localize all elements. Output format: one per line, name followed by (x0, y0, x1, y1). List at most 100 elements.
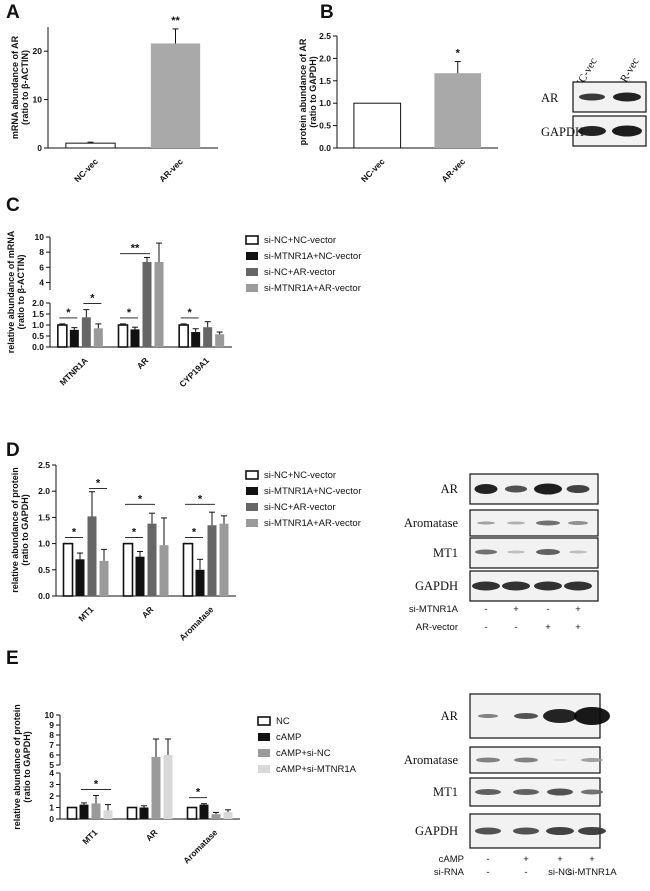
chart-e-bar-AR-1 (139, 807, 149, 819)
chart-d-bar-AR-0 (122, 542, 134, 597)
chart-c-legend-swatch-3 (246, 284, 258, 292)
chart-e-bar-AR-3 (163, 755, 173, 819)
chart-d-legend-label-1: si-MTNR1A+NC-vector (264, 486, 361, 497)
chart-d-cat-AR: AR (140, 604, 156, 620)
chart-c-bar-MTNR1A-2 (81, 317, 91, 347)
blot-d-row-label-1: Aromatase (404, 516, 459, 530)
chart-e-bar-MT1-3 (103, 810, 113, 819)
chart-d-ytick-label: 1.5 (38, 512, 50, 522)
chart-c-cat-CYP19A1: CYP19A1 (177, 355, 211, 389)
blot-b-row-label-0: AR (541, 91, 559, 105)
chart-c-legend-swatch-0 (245, 235, 259, 245)
chart-d-ytick-label: 2.5 (38, 460, 50, 470)
chart-d-ylabel: relative abundance of protein(ratio to G… (10, 467, 30, 593)
chart-e-legend-label-0: NC (276, 716, 290, 727)
blot-e-band (513, 827, 539, 835)
chart-e-ytick-label: 0 (49, 814, 54, 824)
chart-a-bar-NC-vec (65, 142, 116, 149)
chart-e-ytick-label: 3 (49, 780, 54, 790)
chart-d-bar-AR-1 (135, 556, 145, 596)
blot-e-cond-value: + (589, 854, 595, 865)
chart-c-legend-label-0: si-NC+NC-vector (264, 235, 336, 246)
chart-a-cat-NC-vec: NC-vec (72, 156, 100, 184)
chart-d-ylabel-line: relative abundance of protein (10, 467, 20, 593)
blot-d-band (534, 483, 562, 495)
chart-b-ylabel-line: (ratio to GAPDH) (308, 56, 318, 128)
chart-c-legend-label-3: si-MTNR1A+AR-vector (264, 283, 361, 294)
chart-b-bar-NC-vec (353, 102, 402, 149)
blot-e-row-label-3: GAPDH (415, 824, 458, 838)
blot-d-band (475, 549, 497, 555)
blot-e-band (475, 827, 501, 835)
blot-d-band (505, 485, 527, 493)
blot-e-cond-value: - (486, 854, 489, 865)
blot-d-cond-value: - (514, 622, 517, 633)
blot-e-band (513, 789, 539, 795)
chart-b-cat-AR-vec: AR-vec (439, 156, 467, 184)
blot-b-band (612, 125, 642, 137)
chart-a-ytick-label: 10 (33, 95, 43, 105)
blot-d-cond-value: - (484, 622, 487, 633)
panel-label-A: A (6, 2, 20, 23)
chart-c-bar-MTNR1A-1 (69, 329, 79, 347)
chart-d-bar-Aromatase-1 (195, 569, 205, 596)
chart-d-legend-label-2: si-NC+AR-vector (264, 502, 336, 513)
blot-e-row-label-0: AR (441, 709, 459, 723)
chart-c-ytick-label: 0.0 (32, 342, 44, 352)
blot-d-row-label-3: GAPDH (415, 579, 458, 593)
chart-a-bar-AR-vec (150, 43, 201, 148)
panel-label-B: B (320, 2, 334, 23)
chart-e-bar-AR-0 (126, 806, 138, 820)
chart-a-ytick-label: 0 (37, 143, 42, 153)
chart-d-legend-swatch-3 (246, 519, 258, 527)
chart-e-sig-MT1-0-text: * (94, 778, 99, 790)
chart-c-bar-AR-2 (142, 261, 152, 347)
chart-c-bar-AR-0 (117, 324, 129, 348)
chart-e-bar-MT1-2 (91, 803, 101, 819)
blot-d-cond-value: - (484, 604, 487, 615)
chart-e-bar-Aromatase-1 (199, 804, 209, 819)
chart-e-sig-Aromatase-0-text: * (196, 787, 201, 799)
chart-c-bar-AR-3 (154, 261, 164, 347)
chart-e-legend-label-1: cAMP (276, 732, 301, 743)
blot-e-band (475, 789, 501, 795)
blot-e-row-label-2: MT1 (433, 785, 458, 799)
chart-e-ytick-label: 2 (49, 791, 54, 801)
blot-e-band (574, 707, 610, 725)
chart-c-legend-label-2: si-NC+AR-vector (264, 267, 336, 278)
blot-d-cond-value: + (575, 622, 581, 633)
chart-e-bar-MT1-0 (66, 806, 78, 820)
chart-d-bar-Aromatase-3 (219, 523, 229, 596)
chart-d-bar-MT1-0 (62, 542, 74, 597)
chart-d-cat-Aromatase: Aromatase (177, 604, 215, 642)
chart-c-legend-swatch-2 (246, 268, 258, 276)
blot-b-band (579, 93, 605, 101)
chart-b-bar-AR-vec (434, 73, 482, 148)
chart-e-cat-MT1: MT1 (80, 827, 99, 846)
blot-e-cond-value: si-MTNR1A (567, 867, 617, 878)
blot-d-band (536, 549, 560, 555)
chart-e-ylabel: relative abundance of protein(ratio to G… (12, 704, 32, 830)
chart-e-bar-Aromatase-3 (223, 812, 233, 819)
chart-c-sig-AR-0-text: * (127, 307, 132, 319)
chart-d-bar-Aromatase-2 (207, 525, 217, 596)
blot-d-row-label-0: AR (441, 482, 459, 496)
chart-d-ylabel-line: (ratio to GAPDH) (20, 494, 30, 566)
chart-c-ylabel-line: (ratio to β-ACTIN) (16, 255, 26, 330)
chart-c-ylabel: relative abundance of mRNA(ratio to β-AC… (6, 230, 26, 353)
chart-d-bar-MT1-3 (99, 560, 109, 596)
chart-c-sig-MTNR1A-1-text: * (90, 293, 95, 305)
chart-c-cat-MTNR1A: MTNR1A (58, 355, 90, 387)
panel-label-E: E (6, 648, 19, 669)
blot-b-band (613, 92, 641, 102)
chart-d-legend-label-0: si-NC+NC-vector (264, 470, 336, 481)
chart-d-sig-Aromatase-0-text: * (192, 527, 197, 539)
blot-e-cond-value: si-NC (548, 867, 572, 878)
blot-d-band (534, 581, 562, 591)
chart-e-legend-swatch-2 (258, 749, 270, 757)
chart-b-cat-NC-vec: NC-vec (359, 156, 387, 184)
chart-c-bar-CYP19A1-1 (191, 332, 201, 347)
chart-d-legend-swatch-0 (245, 470, 259, 480)
chart-c-sig-CYP19A1-0-text: * (188, 307, 193, 319)
chart-c-cat-AR: AR (135, 355, 151, 371)
